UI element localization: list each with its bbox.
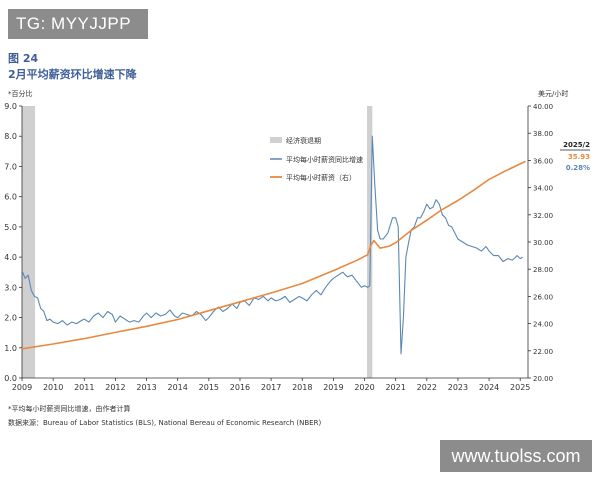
series-line-hourly-wage bbox=[21, 160, 526, 350]
left-tick-label: 9.0 bbox=[4, 102, 17, 111]
legend-label-hourly-wage: 平均每小时薪资（右） bbox=[286, 173, 356, 182]
right-tick-label: 30.00 bbox=[533, 239, 553, 247]
footnote: *平均每小时薪资同比增速，由作者计算 bbox=[8, 405, 131, 413]
series-line-wage-growth bbox=[21, 135, 523, 355]
x-tick-label: 2009 bbox=[12, 383, 32, 392]
recession-band bbox=[22, 106, 36, 378]
right-axis-label: 美元/小时 bbox=[538, 89, 568, 98]
left-tick-label: 5.0 bbox=[4, 223, 17, 232]
x-tick-label: 2024 bbox=[479, 383, 499, 392]
x-tick-label: 2019 bbox=[323, 383, 343, 392]
top-watermark: TG: MYYJJPP bbox=[8, 9, 148, 39]
left-tick-label: 7.0 bbox=[4, 162, 17, 171]
right-tick-label: 28.00 bbox=[533, 266, 553, 274]
x-tick-label: 2014 bbox=[168, 383, 188, 392]
right-tick-label: 22.00 bbox=[533, 348, 553, 356]
right-tick-label: 32.00 bbox=[533, 212, 553, 220]
recession-band bbox=[367, 106, 373, 378]
right-tick-label: 20.00 bbox=[533, 375, 553, 383]
left-tick-label: 8.0 bbox=[4, 132, 17, 141]
left-tick-label: 1.0 bbox=[4, 344, 17, 353]
annotation-mom: 0.28% bbox=[566, 164, 590, 172]
right-tick-label: 24.00 bbox=[533, 321, 553, 329]
left-axis-label: *百分比 bbox=[8, 89, 33, 98]
data-source: 数据来源：Bureau of Labor Statistics (BLS), N… bbox=[8, 419, 322, 427]
x-tick-label: 2011 bbox=[74, 383, 94, 392]
right-tick-label: 40.00 bbox=[533, 103, 553, 111]
x-tick-label: 2016 bbox=[230, 383, 250, 392]
right-tick-label: 36.00 bbox=[533, 157, 553, 165]
x-tick-label: 2017 bbox=[261, 383, 281, 392]
x-tick-label: 2012 bbox=[105, 383, 125, 392]
right-tick-label: 26.00 bbox=[533, 293, 553, 301]
x-tick-label: 2013 bbox=[136, 383, 156, 392]
left-tick-label: 4.0 bbox=[4, 253, 17, 262]
right-tick-label: 34.00 bbox=[533, 185, 553, 193]
legend-swatch-recession bbox=[270, 137, 282, 143]
legend-label-recession: 经济衰退期 bbox=[286, 136, 321, 145]
bottom-watermark: www.tuolss.com bbox=[440, 440, 592, 472]
figure-number: 图 24 bbox=[8, 52, 39, 65]
x-tick-label: 2010 bbox=[43, 383, 63, 392]
x-tick-label: 2025 bbox=[510, 383, 530, 392]
x-tick-label: 2023 bbox=[448, 383, 468, 392]
annotation-wage: 35.93 bbox=[568, 153, 590, 161]
left-tick-label: 3.0 bbox=[4, 283, 17, 292]
x-tick-label: 2021 bbox=[385, 383, 405, 392]
right-tick-label: 38.00 bbox=[533, 130, 553, 138]
left-tick-label: 6.0 bbox=[4, 193, 17, 202]
x-tick-label: 2022 bbox=[417, 383, 437, 392]
annotation-date: 2025/2 bbox=[563, 141, 590, 149]
figure-title: 2月平均薪资环比增速下降 bbox=[8, 68, 137, 81]
x-tick-label: 2018 bbox=[292, 383, 312, 392]
left-tick-label: 0.0 bbox=[4, 374, 17, 383]
x-tick-label: 2015 bbox=[199, 383, 219, 392]
left-tick-label: 2.0 bbox=[4, 314, 17, 323]
legend-label-wage-growth: 平均每小时薪资同比增速 bbox=[286, 155, 363, 164]
x-tick-label: 2020 bbox=[354, 383, 374, 392]
